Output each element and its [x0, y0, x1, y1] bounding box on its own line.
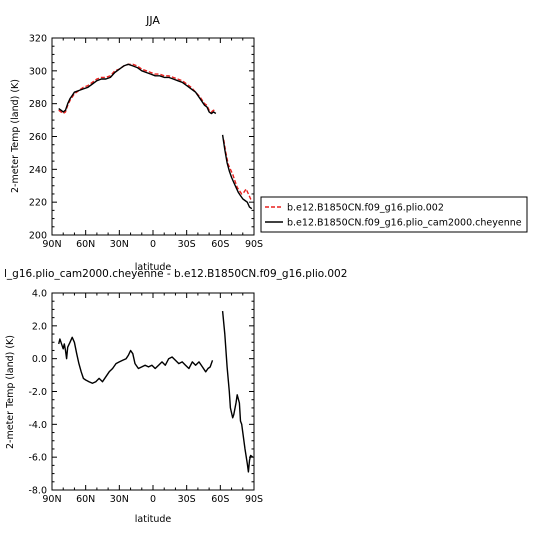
top-panel: JJA 2-meter Temp (land) (K) latitude 90N… — [10, 14, 263, 273]
x-tick-label: 90S — [245, 494, 263, 505]
y-axis-label-diff: 2-meter Temp (land) (K) — [5, 335, 16, 449]
x-tick-label: 90S — [245, 239, 263, 250]
legend-label-plio: b.e12.B1850CN.f09_g16.plio.002 — [287, 203, 444, 214]
y-tick-label: 0.0 — [32, 354, 47, 365]
y-axis-label: 2-meter Temp (land) (K) — [10, 79, 21, 193]
bottom-panel: l_g16.plio_cam2000.cheyenne - b.e12.B185… — [4, 268, 347, 525]
y-tick-label: 320 — [29, 34, 47, 45]
x-tick-label: 30N — [110, 239, 129, 250]
legend-box — [260, 196, 528, 233]
series-group — [58, 63, 253, 210]
y-tick-label: 220 — [29, 198, 47, 209]
series-line-b-e12-b1850cn-f09-g16-plio-002 — [58, 63, 217, 115]
y-tick-label: 260 — [29, 132, 47, 143]
y-tick-label: 2.0 — [32, 321, 47, 332]
y-tick-label: -2.0 — [28, 387, 47, 398]
plot-frame — [51, 37, 255, 236]
y-tick-label: -8.0 — [28, 486, 47, 497]
y-tick-label: 4.0 — [32, 289, 47, 300]
legend: b.e12.B1850CN.f09_g16.plio.002 b.e12.B18… — [260, 196, 528, 233]
x-tick-label: 60N — [76, 239, 95, 250]
x-tick-label: 90N — [42, 494, 61, 505]
y-tick-label: -4.0 — [28, 420, 47, 431]
chart-title: JJA — [145, 14, 160, 27]
tick-group-diff: 90N 60N 30N 0 30S 60S 90S -8.0 -6.0 -4.0 -2.0 0.0 2.… — [28, 289, 263, 506]
y-tick-label: 280 — [29, 99, 47, 110]
y-tick-label: 200 — [29, 231, 47, 242]
series-line-diff-0 — [58, 336, 214, 384]
series-line-b-e12-b1850cn-f09-g16-plio-cam2000-cheyenne — [58, 63, 217, 115]
series-line-b-e12-b1850cn-f09-g16-plio-002 — [223, 139, 253, 201]
x-tick-label: 0 — [150, 239, 156, 250]
y-tick-label: 300 — [29, 66, 47, 77]
x-tick-label: 60N — [76, 494, 95, 505]
x-tick-label: 30S — [178, 494, 196, 505]
y-tick-label: 240 — [29, 165, 47, 176]
x-axis-label-diff: latitude — [135, 514, 172, 525]
x-axis-label: latitude — [135, 262, 172, 273]
y-tick-label: -6.0 — [28, 453, 47, 464]
x-tick-label: 30N — [110, 494, 129, 505]
x-tick-label: 60S — [211, 239, 229, 250]
legend-label-plio-cam2000: b.e12.B1850CN.f09_g16.plio_cam2000.cheye… — [287, 218, 522, 229]
series-group-diff — [58, 311, 254, 473]
x-tick-label: 60S — [211, 494, 229, 505]
series-line-b-e12-b1850cn-f09-g16-plio-cam2000-cheyenne — [221, 134, 253, 210]
difference-title: l_g16.plio_cam2000.cheyenne - b.e12.B185… — [4, 268, 347, 280]
series-line-diff-0 — [221, 311, 254, 473]
x-tick-label: 30S — [178, 239, 196, 250]
x-tick-label: 0 — [150, 494, 156, 505]
x-tick-label: 90N — [42, 239, 61, 250]
tick-group: 90N 60N 30N 0 30S 60S 90S 200 220 240 260 280 300 320 — [29, 34, 263, 251]
